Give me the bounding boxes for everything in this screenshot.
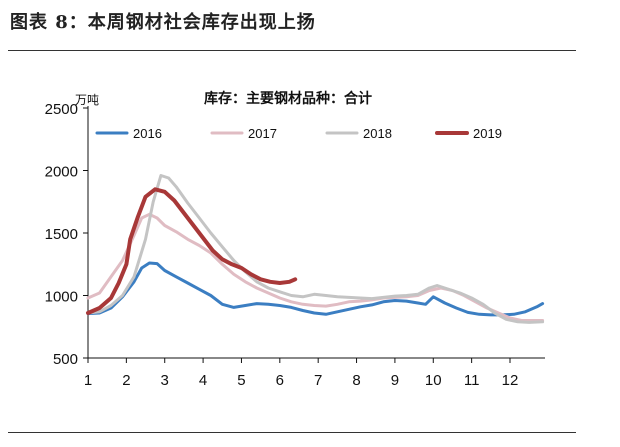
figure-title: 图表 8：本周钢材社会库存出现上扬 (10, 12, 316, 33)
x-tick-label: 10 (425, 372, 442, 389)
series-line-2018 (86, 174, 545, 324)
legend-label-2017: 2017 (248, 126, 277, 141)
y-tick-label: 2000 (45, 164, 78, 181)
chart-title: 库存：主要钢材品种：合计 (204, 90, 372, 107)
x-tick-label: 4 (199, 372, 207, 389)
series-lines (86, 174, 545, 324)
x-tick-label: 12 (502, 372, 519, 389)
x-tick-label: 9 (391, 372, 399, 389)
x-tick-label: 1 (84, 372, 92, 389)
x-tick-label: 6 (276, 372, 284, 389)
y-unit-label: 万吨 (75, 93, 99, 107)
legend-label-2016: 2016 (133, 126, 162, 141)
x-tick-label: 7 (314, 372, 322, 389)
y-tick-label: 1000 (45, 289, 78, 306)
x-tick-label: 3 (161, 372, 169, 389)
series-line-2016 (86, 261, 545, 317)
x-tick-label: 5 (237, 372, 245, 389)
x-tick-label: 8 (352, 372, 360, 389)
y-tick-label: 500 (53, 351, 78, 368)
y-tick-label: 2500 (45, 101, 78, 118)
x-tick-label: 2 (122, 372, 130, 389)
top-rule (8, 50, 576, 51)
series-line-2017 (86, 212, 545, 322)
legend: 2016 2017 2018 2019 (95, 126, 502, 141)
bottom-rule (8, 432, 576, 433)
series-line-2019 (86, 187, 298, 315)
legend-label-2019: 2019 (473, 126, 502, 141)
x-tick-label: 11 (464, 372, 480, 389)
legend-label-2018: 2018 (363, 126, 392, 141)
y-tick-label: 1500 (45, 226, 78, 243)
